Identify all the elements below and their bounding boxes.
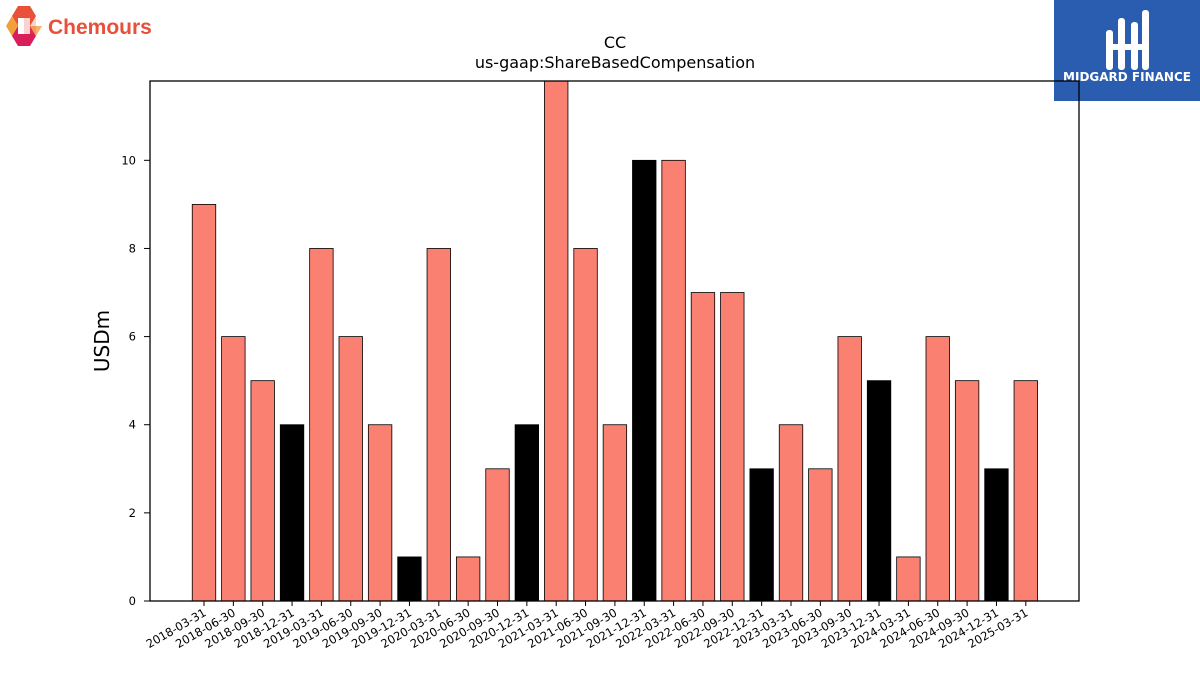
x-axis-ticks: 2018-03-312018-06-302018-09-302018-12-31… xyxy=(144,601,1030,651)
bar-2018-09-30 xyxy=(250,380,275,602)
y-axis-label: USDm xyxy=(90,310,114,372)
company-logo: Chemours xyxy=(4,4,174,48)
bar-2023-12-31 xyxy=(866,380,892,602)
bar-2024-03-31 xyxy=(896,556,921,602)
bar-2022-03-31 xyxy=(661,159,686,602)
bar-2022-09-30 xyxy=(720,292,745,602)
bar-2021-09-30 xyxy=(602,424,628,602)
bar-2025-03-31 xyxy=(1013,380,1038,602)
y-tick-label: 6 xyxy=(129,330,136,344)
y-tick-label: 10 xyxy=(121,153,136,167)
midgard-logo-icon xyxy=(1106,10,1149,70)
bar-2019-06-30 xyxy=(338,336,363,602)
bar-2024-12-31 xyxy=(984,468,1009,602)
bar-2020-06-30 xyxy=(455,556,481,602)
bar-2021-12-31 xyxy=(632,159,657,602)
bar-2020-12-31 xyxy=(514,424,539,602)
bar-2020-09-30 xyxy=(485,468,510,602)
company-logo-text: Chemours xyxy=(48,16,152,39)
bar-2021-03-31 xyxy=(544,80,569,602)
bar-2019-03-31 xyxy=(309,248,334,602)
y-tick-label: 0 xyxy=(129,594,136,608)
bar-2019-09-30 xyxy=(367,424,393,602)
bar-2018-06-30 xyxy=(221,336,246,602)
bar-2023-03-31 xyxy=(778,424,804,602)
chart-title: CC xyxy=(604,33,626,52)
brand-logo-text: MIDGARD FINANCE xyxy=(1063,70,1191,84)
y-axis-ticks: 0 2 4 6 8 10 xyxy=(121,153,150,608)
bar-2023-09-30 xyxy=(837,336,862,602)
bar-2024-09-30 xyxy=(954,380,980,602)
bar-2022-12-31 xyxy=(749,468,774,602)
bar-2019-12-31 xyxy=(397,556,422,602)
bar-2023-06-30 xyxy=(808,468,833,602)
chart-subtitle: us-gaap:ShareBasedCompensation xyxy=(475,53,755,72)
chemours-logo-icon xyxy=(6,6,42,46)
plot-frame xyxy=(149,80,1080,602)
y-tick-label: 8 xyxy=(129,241,136,255)
bar-2020-03-31 xyxy=(426,248,451,602)
bar-2024-06-30 xyxy=(925,336,950,602)
y-tick-label: 4 xyxy=(129,418,136,432)
bars-group xyxy=(191,80,1038,602)
bar-2021-06-30 xyxy=(573,248,598,602)
brand-logo: MIDGARD FINANCE xyxy=(1054,0,1200,101)
y-tick-label: 2 xyxy=(129,506,136,520)
bar-2018-03-31 xyxy=(191,203,217,602)
bar-2018-12-31 xyxy=(279,424,305,602)
bar-2022-06-30 xyxy=(690,292,716,602)
